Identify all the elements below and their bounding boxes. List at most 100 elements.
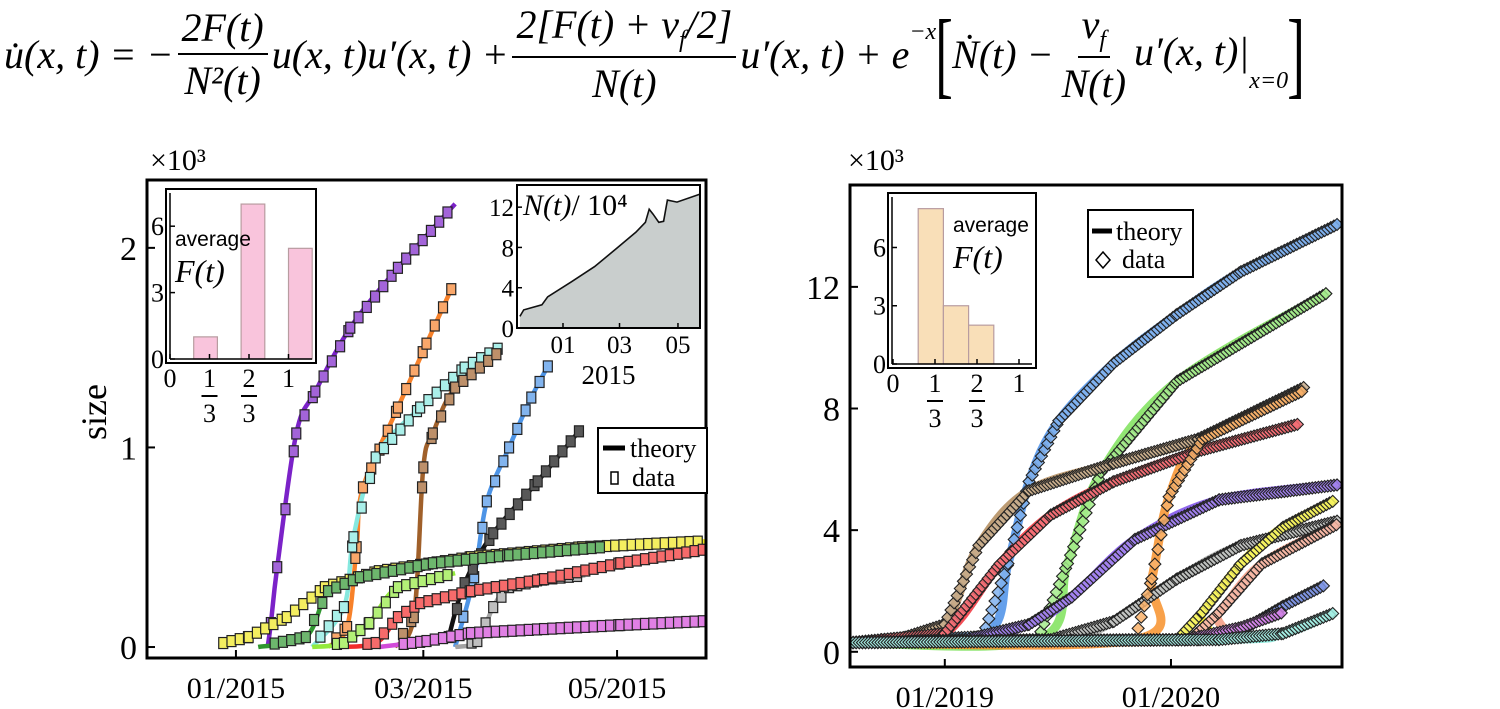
right-main-frame <box>848 183 1344 669</box>
inset-label-F: F(t) <box>952 239 1003 275</box>
data-marker-square <box>458 374 469 387</box>
data-marker-square <box>448 589 459 602</box>
data-marker-diamond <box>1274 606 1289 620</box>
inset-title-unit: / 10⁴ <box>571 189 627 222</box>
data-marker-square <box>401 579 412 592</box>
data-marker-square <box>659 537 670 550</box>
y-tick-label: 1 <box>120 430 137 467</box>
data-marker-square <box>490 625 501 638</box>
data-marker-square <box>498 625 510 638</box>
data-marker-diamond <box>1079 506 1093 520</box>
data-marker-square <box>545 545 556 558</box>
data-marker-square <box>664 616 675 629</box>
data-marker-diamond <box>1137 599 1152 613</box>
left-main-series-group <box>218 202 706 651</box>
square-marker-icon <box>610 471 619 485</box>
data-marker-diamond <box>1144 572 1159 586</box>
x-tick-label: 0 <box>887 369 900 398</box>
data-marker-square <box>697 615 706 628</box>
inset-title: N(t)/ 10⁴ <box>522 189 628 222</box>
eq-term-2: u(x, t)u′(x, t) + <box>271 31 509 77</box>
data-marker-square <box>386 269 397 282</box>
data-marker-square <box>289 604 301 617</box>
data-marker-square <box>354 571 365 584</box>
data-marker-square <box>423 595 434 608</box>
x-tick-denominator: 3 <box>203 399 216 428</box>
x-tick-denominator: 3 <box>928 404 941 433</box>
data-marker-square <box>429 319 440 332</box>
data-marker-square <box>460 553 471 566</box>
data-marker-square <box>442 568 453 582</box>
data-marker-square <box>523 575 534 588</box>
data-marker-square <box>491 348 502 361</box>
data-marker-square <box>538 573 550 586</box>
data-marker-square <box>555 569 566 582</box>
data-marker-diamond <box>1325 606 1340 621</box>
y-tick-label: 4 <box>823 513 840 550</box>
data-marker-square <box>474 361 485 374</box>
data-marker-diamond <box>1319 286 1333 301</box>
y-tick-label: 6 <box>873 233 886 262</box>
data-marker-square <box>427 557 438 570</box>
data-marker-square <box>446 283 457 296</box>
data-marker-square <box>503 549 515 562</box>
y-tick-label: 4 <box>502 276 515 303</box>
data-marker-square <box>288 445 299 458</box>
data-marker-square <box>651 537 662 550</box>
data-marker-square <box>392 401 404 414</box>
data-marker-diamond <box>1325 494 1340 509</box>
data-marker-square <box>425 224 437 238</box>
data-marker-square <box>226 634 237 648</box>
data-marker-square <box>580 564 591 577</box>
data-marker-square <box>451 602 463 616</box>
data-marker-square <box>339 577 350 590</box>
data-marker-square <box>549 455 560 468</box>
left-y-axis-label: size <box>74 384 114 440</box>
data-marker-square <box>331 609 343 622</box>
data-marker-square <box>563 567 574 581</box>
data-marker-square <box>361 300 372 314</box>
data-marker-square <box>561 544 572 557</box>
data-marker-square <box>427 427 438 440</box>
data-marker-diamond <box>1157 513 1171 527</box>
eq-term-4: Ṅ(t) − <box>952 31 1054 77</box>
data-marker-square <box>401 252 412 265</box>
data-marker-square <box>474 583 485 596</box>
y-tick-label: 0 <box>873 350 886 379</box>
x-tick-label: 03 <box>607 332 632 359</box>
data-marker-diamond <box>985 603 999 617</box>
data-marker-square <box>387 432 398 445</box>
data-marker-square <box>664 549 675 562</box>
data-marker-square <box>596 560 607 574</box>
data-marker-square <box>401 382 412 396</box>
data-marker-square <box>421 634 432 648</box>
data-marker-square <box>458 610 469 623</box>
data-marker-square <box>315 630 326 643</box>
area-fill <box>519 194 700 328</box>
data-marker-diamond <box>1134 610 1149 624</box>
data-marker-square <box>310 385 321 398</box>
data-marker-diamond <box>991 585 1005 599</box>
data-marker-square <box>526 391 537 404</box>
data-marker-square <box>449 381 461 394</box>
data-marker-square <box>338 636 350 650</box>
data-marker-square <box>446 630 457 643</box>
y-tick-label: 0 <box>151 345 164 374</box>
data-marker-square <box>481 495 492 508</box>
y-tick-label: 3 <box>873 292 886 321</box>
data-marker-square <box>415 401 426 414</box>
left-legend-theory: theory <box>630 434 696 463</box>
data-marker-square <box>477 551 488 565</box>
bar <box>287 247 313 360</box>
x-tick-numerator: 2 <box>971 369 984 398</box>
N-curve <box>519 193 701 317</box>
data-marker-square <box>512 548 523 561</box>
data-marker-square <box>639 553 651 566</box>
data-marker-square <box>565 435 576 448</box>
data-marker-square <box>538 622 550 636</box>
data-marker-square <box>482 582 493 595</box>
inset-label-F: F(t) <box>174 253 225 289</box>
data-marker-square <box>356 501 367 514</box>
right-legend: theory data <box>1087 209 1194 278</box>
